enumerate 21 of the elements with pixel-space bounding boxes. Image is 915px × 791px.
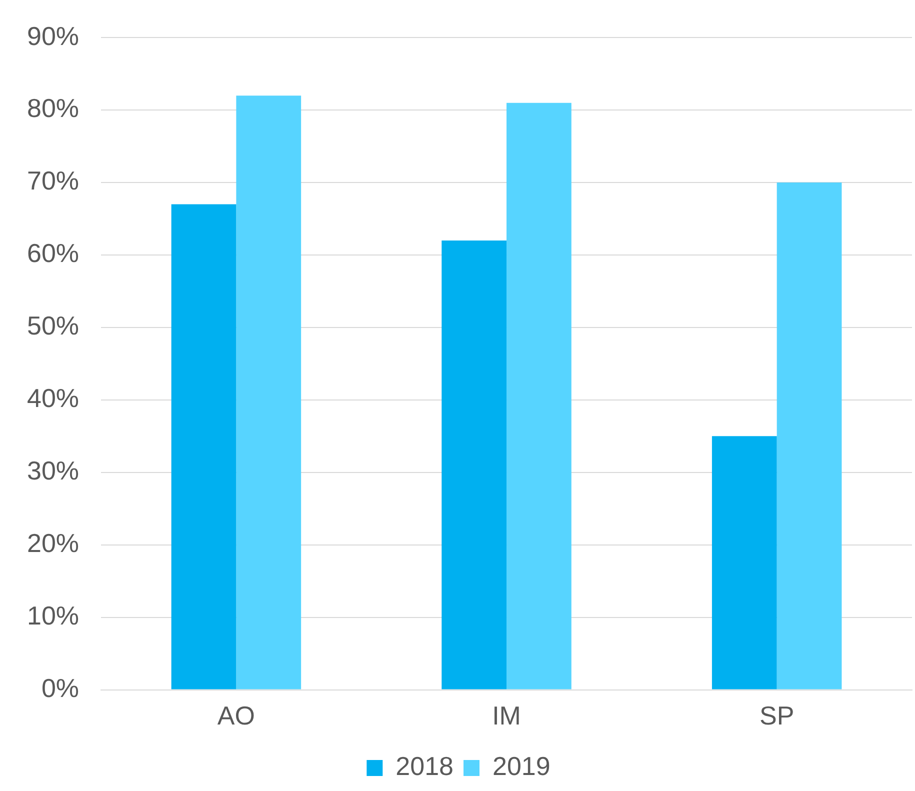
- bar: [776, 182, 842, 690]
- y-tick-label: 80%: [26, 93, 80, 124]
- x-tick-label: SP: [759, 700, 794, 731]
- y-tick-label: 0%: [41, 672, 80, 703]
- x-tick-label: AO: [217, 700, 255, 731]
- legend-label: 2019: [492, 751, 550, 782]
- y-tick-label: 30%: [26, 456, 80, 486]
- legend-label: 2018: [396, 751, 454, 782]
- bar: [171, 204, 236, 690]
- y-tick-label: 50%: [26, 310, 80, 341]
- y-tick-label: 90%: [26, 20, 80, 51]
- y-tick-label: 10%: [26, 600, 80, 631]
- bar: [506, 102, 572, 690]
- bar: [442, 240, 507, 690]
- y-tick-label: 40%: [26, 383, 80, 414]
- x-tick-label: IM: [492, 700, 521, 731]
- y-tick-label: 20%: [26, 528, 80, 558]
- bar: [236, 96, 302, 690]
- bar: [712, 436, 777, 690]
- y-tick-label: 70%: [26, 166, 80, 196]
- y-tick-label: 60%: [26, 238, 80, 268]
